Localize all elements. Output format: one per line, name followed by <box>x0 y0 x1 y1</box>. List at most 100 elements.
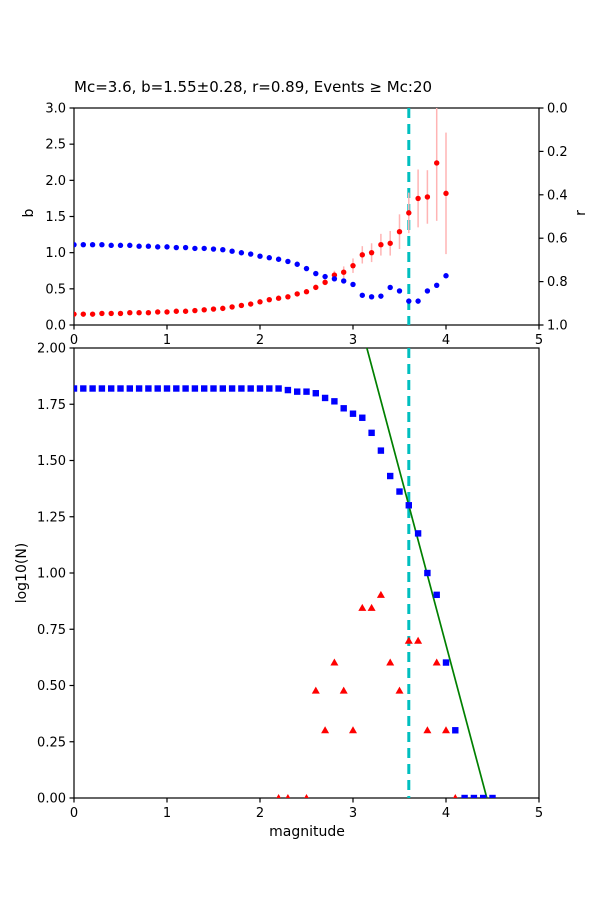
r-value-point <box>396 288 403 294</box>
b-value-point <box>415 195 421 202</box>
cumulative-count-point <box>256 385 264 392</box>
r-value-point <box>117 242 124 249</box>
x-tick-label: 5 <box>535 333 543 348</box>
r-value-point <box>89 242 96 248</box>
y-tick-label: 1.5 <box>45 210 66 225</box>
incremental-count-point <box>376 590 385 598</box>
r-value-point <box>238 250 245 256</box>
r-value-point <box>406 298 412 304</box>
incremental-count-point <box>432 658 441 666</box>
b-value-point <box>238 302 245 309</box>
incremental-count-point <box>285 794 291 798</box>
x-tick-label: 0 <box>70 806 78 821</box>
b-value-point <box>285 294 291 300</box>
r-value-point <box>368 294 375 300</box>
x-tick-label: 2 <box>256 806 264 821</box>
cumulative-count-point <box>98 385 106 392</box>
cumulative-count-point <box>284 386 292 394</box>
r-value-point <box>173 244 179 251</box>
r-value-point <box>378 293 384 299</box>
incremental-count-point <box>404 636 413 644</box>
r-value-point <box>145 243 152 249</box>
cumulative-count-point <box>433 591 440 599</box>
r-value-point <box>303 265 310 272</box>
x-tick-label: 5 <box>535 806 543 821</box>
y-tick-label: 2.0 <box>45 174 66 189</box>
incremental-count-point <box>442 726 450 734</box>
y-tick-label: 0.25 <box>37 735 66 750</box>
r-value-point <box>229 248 235 254</box>
b-value-point <box>378 242 384 248</box>
y-tick-label: 0.75 <box>37 623 66 638</box>
incremental-count-point <box>386 658 395 666</box>
b-value-point <box>210 306 217 312</box>
bottom-x-axis-label: magnitude <box>269 824 345 840</box>
y-tick-label: 2.5 <box>45 138 66 153</box>
bottom-y-axis-label: log10(N) <box>14 542 30 604</box>
cumulative-count-point <box>173 385 180 392</box>
cumulative-count-point <box>461 794 468 798</box>
r-value-point <box>248 251 254 257</box>
y-tick-label: 0.00 <box>37 792 66 807</box>
cumulative-count-point <box>219 385 226 392</box>
incremental-count-point <box>423 726 432 734</box>
r-value-point <box>201 245 207 252</box>
r-value-point <box>257 253 263 259</box>
top-plot-data <box>74 108 449 325</box>
cumulative-count-point <box>89 385 96 392</box>
y-tick-label-right: 0.0 <box>547 102 568 117</box>
b-value-point <box>220 305 226 312</box>
cumulative-count-point <box>135 385 143 392</box>
cumulative-count-point <box>163 385 171 392</box>
b-value-point <box>136 310 142 316</box>
b-value-point <box>145 310 152 316</box>
cumulative-count-point <box>108 385 115 392</box>
b-value-point <box>350 262 356 269</box>
r-value-point <box>285 258 291 265</box>
cumulative-count-point <box>117 385 124 392</box>
y-tick-label: 1.50 <box>37 454 66 469</box>
cumulative-count-point <box>377 447 385 454</box>
b-value-point <box>248 301 254 307</box>
r-value-point <box>331 276 338 282</box>
b-value-point <box>368 249 375 256</box>
x-tick-label: 2 <box>256 333 264 348</box>
y-tick-label: 2.00 <box>37 342 66 357</box>
cumulative-count-point <box>387 472 394 480</box>
r-value-point <box>80 242 87 248</box>
r-value-point <box>266 255 272 261</box>
b-value-point <box>74 311 77 317</box>
r-value-point <box>322 273 328 280</box>
r-value-point <box>359 292 365 298</box>
y-tick-label: 0.5 <box>45 282 66 297</box>
cumulative-count-point <box>424 569 431 577</box>
b-value-point <box>424 194 431 200</box>
b-value-point <box>89 311 96 317</box>
y-tick-label: 3.0 <box>45 102 66 117</box>
r-value-point <box>341 278 347 284</box>
y-tick-label-right: 0.4 <box>547 188 568 203</box>
r-value-point <box>74 242 77 248</box>
y-tick-label: 1.00 <box>37 567 66 582</box>
cumulative-count-point <box>359 414 366 421</box>
r-value-point <box>136 243 142 249</box>
cumulative-count-point <box>126 385 133 392</box>
cumulative-count-point <box>303 388 310 395</box>
b-value-point <box>322 279 328 286</box>
b-value-point <box>387 240 393 246</box>
cumulative-count-point <box>489 794 496 798</box>
b-value-point <box>443 190 449 197</box>
y-tick-label: 0.0 <box>45 319 66 334</box>
r-value-point <box>99 242 105 248</box>
incremental-count-point <box>395 686 404 694</box>
cumulative-count-point <box>349 410 357 417</box>
r-value-point <box>108 242 114 249</box>
b-value-point <box>173 308 179 314</box>
b-value-point <box>266 296 272 303</box>
incremental-count-point <box>358 603 367 611</box>
cumulative-count-point <box>238 385 245 392</box>
incremental-count-point <box>414 636 423 644</box>
incremental-count-point <box>367 603 376 611</box>
b-value-point <box>294 291 300 297</box>
